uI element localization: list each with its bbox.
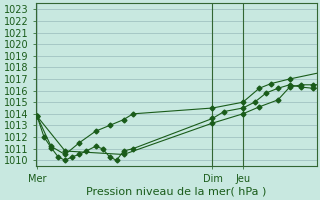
X-axis label: Pression niveau de la mer( hPa ): Pression niveau de la mer( hPa ) xyxy=(86,187,266,197)
